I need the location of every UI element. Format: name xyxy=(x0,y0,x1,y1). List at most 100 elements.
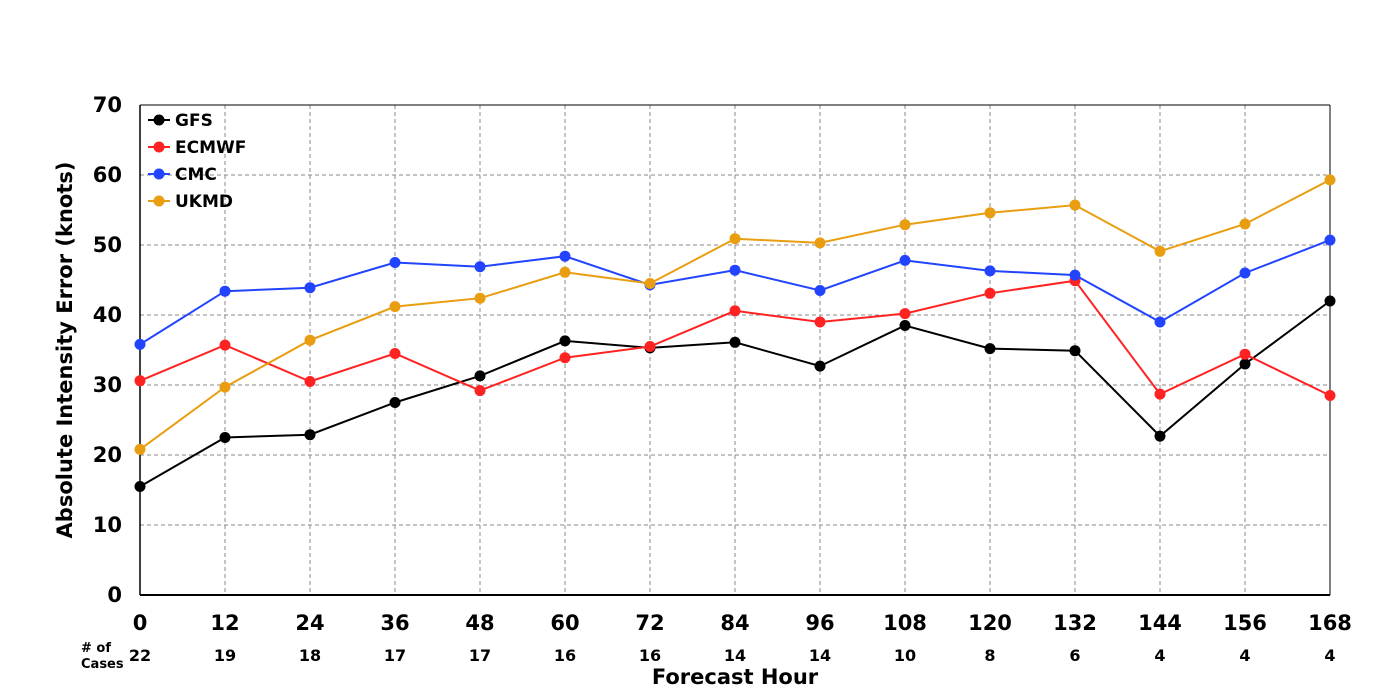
data-point-ukmd xyxy=(389,301,401,313)
legend-marker xyxy=(153,114,165,126)
series-layer xyxy=(134,174,1336,492)
case-count-label: 16 xyxy=(554,646,576,665)
data-point-ecmwf xyxy=(1154,388,1166,400)
cases-label-line1: # of xyxy=(81,641,111,656)
legend-label: UKMD xyxy=(175,192,233,212)
data-point-ukmd xyxy=(814,237,826,249)
y-tick-label: 50 xyxy=(93,233,122,257)
data-point-ukmd xyxy=(1239,218,1251,230)
legend: GFS ECMWF CMC UKMD xyxy=(148,111,246,212)
case-count-label: 14 xyxy=(809,646,831,665)
data-point-cmc xyxy=(899,254,911,266)
data-point-cmc xyxy=(1239,267,1251,279)
x-tick-label: 144 xyxy=(1138,611,1182,635)
data-point-ecmwf xyxy=(304,376,316,387)
case-count-label: 4 xyxy=(1324,646,1335,665)
data-point-cmc xyxy=(474,261,486,273)
legend-item-cmc: CMC xyxy=(148,165,217,185)
data-point-ecmwf xyxy=(984,287,996,299)
x-tick-label: 120 xyxy=(968,611,1012,635)
grid-layer xyxy=(139,104,1331,596)
case-count-label: 10 xyxy=(894,646,916,665)
case-count-label: 19 xyxy=(214,646,236,665)
data-point-cmc xyxy=(1069,269,1081,281)
data-point-cmc xyxy=(814,285,826,296)
y-axis-title: Absolute Intensity Error (knots) xyxy=(53,162,77,539)
data-point-gfs xyxy=(474,370,486,382)
case-count-label: 8 xyxy=(984,646,995,665)
data-point-ecmwf xyxy=(1239,348,1251,360)
y-tick-label: 30 xyxy=(93,373,122,397)
y-tick-label: 10 xyxy=(93,513,122,537)
data-point-ecmwf xyxy=(1324,390,1336,401)
data-point-cmc xyxy=(729,264,741,276)
legend-item-gfs: GFS xyxy=(148,111,213,131)
data-point-ukmd xyxy=(304,334,316,346)
data-point-gfs xyxy=(559,335,571,347)
case-count-label: 6 xyxy=(1069,646,1080,665)
data-point-cmc xyxy=(219,285,231,297)
x-tick-label: 0 xyxy=(133,611,148,635)
y-tick-label: 40 xyxy=(93,303,122,327)
legend-item-ecmwf: ECMWF xyxy=(148,138,246,158)
y-tick-label: 20 xyxy=(93,443,122,467)
legend-label: CMC xyxy=(175,165,217,185)
data-point-ukmd xyxy=(899,219,911,231)
x-tick-label: 156 xyxy=(1223,611,1267,635)
data-point-gfs xyxy=(304,429,316,441)
x-tick-label: 48 xyxy=(465,611,494,635)
x-tick-label: 108 xyxy=(883,611,927,635)
data-point-ukmd xyxy=(474,292,486,304)
data-point-gfs xyxy=(389,397,401,408)
y-tick-label: 60 xyxy=(93,163,122,187)
x-tick-label: 84 xyxy=(720,611,749,635)
data-point-gfs xyxy=(1324,295,1336,307)
data-point-ukmd xyxy=(219,381,231,393)
data-point-ecmwf xyxy=(899,308,911,320)
x-tick-label: 60 xyxy=(550,611,579,635)
legend-label: GFS xyxy=(175,111,213,131)
case-count-label: 14 xyxy=(724,646,746,665)
case-count-label: 17 xyxy=(469,646,491,665)
data-point-cmc xyxy=(1324,234,1336,246)
data-point-ukmd xyxy=(134,443,146,455)
data-point-gfs xyxy=(1154,430,1166,442)
y-tick-label: 0 xyxy=(107,583,122,607)
data-point-ecmwf xyxy=(474,385,486,397)
case-count-label: 18 xyxy=(299,646,321,665)
data-point-gfs xyxy=(984,343,996,355)
x-tick-label: 24 xyxy=(295,611,324,635)
data-point-cmc xyxy=(134,338,146,350)
case-count-label: 16 xyxy=(639,646,661,665)
data-point-ecmwf xyxy=(559,352,571,364)
data-point-ecmwf xyxy=(389,348,401,359)
data-point-ecmwf xyxy=(644,341,656,352)
series-ukmd xyxy=(134,174,1336,455)
case-count-label: 22 xyxy=(129,646,151,665)
axes-layer xyxy=(139,104,1331,596)
legend-marker xyxy=(153,195,165,207)
x-tick-label: 72 xyxy=(635,611,664,635)
legend-marker xyxy=(153,141,165,153)
case-count-label: 4 xyxy=(1239,646,1250,665)
data-point-ecmwf xyxy=(729,305,741,317)
data-point-cmc xyxy=(304,282,316,294)
data-point-gfs xyxy=(729,336,741,348)
data-point-ukmd xyxy=(1069,199,1081,211)
x-tick-label: 36 xyxy=(380,611,409,635)
data-point-cmc xyxy=(389,257,401,268)
case-count-label: 17 xyxy=(384,646,406,665)
y-tick-label: 70 xyxy=(93,93,122,117)
data-point-ecmwf xyxy=(219,339,231,351)
data-point-ukmd xyxy=(559,266,571,278)
data-point-cmc xyxy=(1154,316,1166,328)
x-tick-label: 96 xyxy=(805,611,834,635)
x-tick-label: 132 xyxy=(1053,611,1097,635)
legend-item-ukmd: UKMD xyxy=(148,192,233,212)
data-point-gfs xyxy=(1239,358,1251,370)
data-point-gfs xyxy=(899,320,911,331)
data-point-gfs xyxy=(219,432,231,443)
data-point-cmc xyxy=(984,265,996,277)
